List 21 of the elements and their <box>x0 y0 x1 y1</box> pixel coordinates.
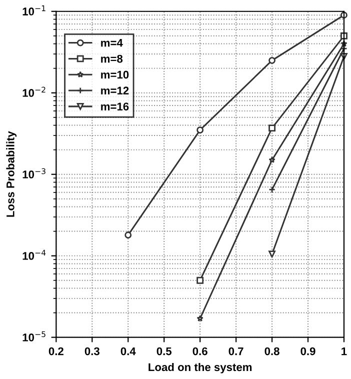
legend-label: m=8 <box>101 54 123 63</box>
y-tick-label: 10$^{−1}$ <box>22 5 46 16</box>
x-tick-label: 0.8 <box>264 347 280 356</box>
legend-label: m=10 <box>101 70 129 79</box>
x-tick-label: 0.5 <box>156 347 172 356</box>
y-tick-label: 10$^{−4}$ <box>22 250 46 260</box>
x-tick-label: 0.4 <box>120 347 136 356</box>
x-tick-label: 0.9 <box>300 347 316 356</box>
x-tick-label: 1 <box>342 347 347 356</box>
x-tick-label: 0.2 <box>48 347 64 356</box>
legend-label: m=4 <box>101 39 123 47</box>
legend-label: m=16 <box>101 102 129 110</box>
x-tick-label: 0.7 <box>228 347 244 356</box>
x-axis-title: Load on the system <box>148 362 252 374</box>
y-axis-title: Loss Probability <box>6 131 17 217</box>
y-tick-label: 10$^{−5}$ <box>22 331 46 342</box>
y-tick-label: 10$^{−3}$ <box>22 168 46 178</box>
y-tick-label: 10$^{−2}$ <box>22 86 46 97</box>
legend-label: m=12 <box>101 86 129 94</box>
x-tick-label: 0.3 <box>84 347 100 356</box>
x-tick-label: 0.6 <box>192 347 208 356</box>
